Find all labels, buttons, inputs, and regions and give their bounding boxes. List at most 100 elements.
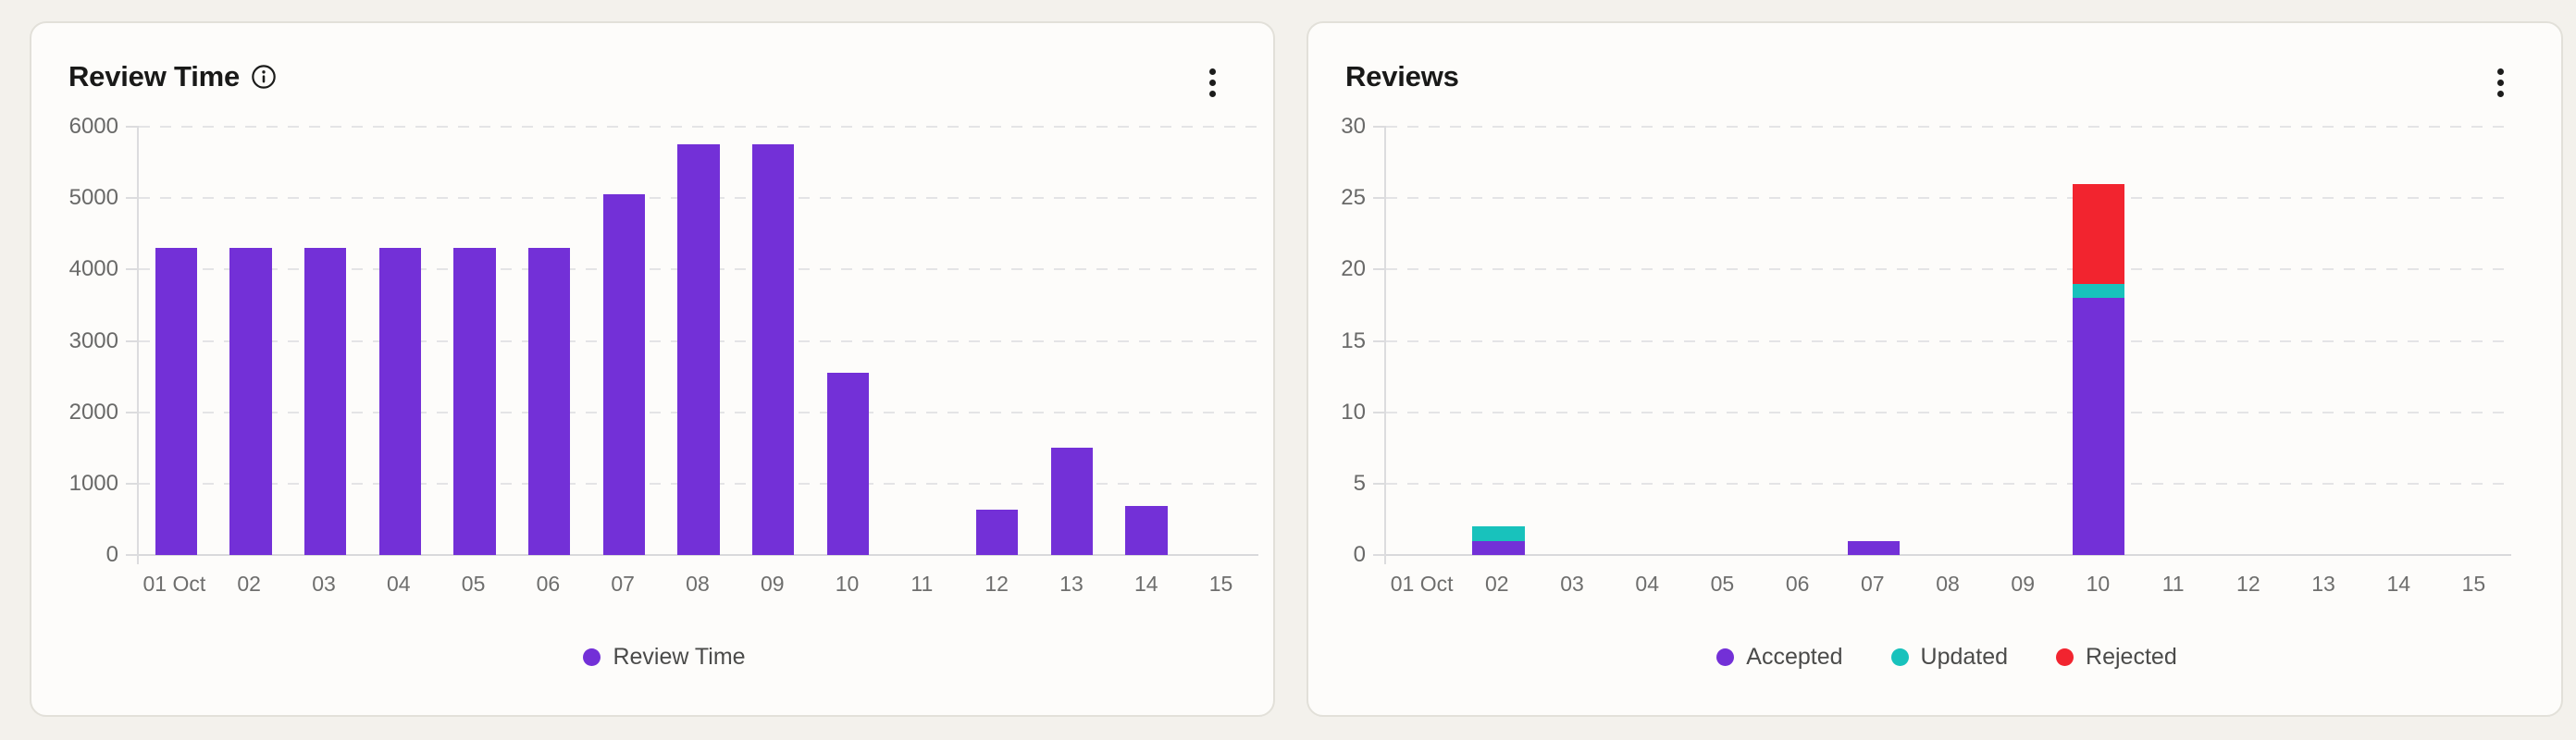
y-axis-label: 15: [1341, 327, 1366, 353]
y-axis-label: 30: [1341, 114, 1366, 139]
x-axis-label: 05: [461, 572, 486, 596]
bar-segment-review-time[interactable]: [976, 509, 1019, 555]
x-axis-label: 07: [1861, 572, 1885, 596]
kebab-dot: [2496, 68, 2504, 75]
bar-10: [2072, 127, 2125, 555]
info-circle-icon[interactable]: [251, 64, 277, 90]
bar-04: [1622, 127, 1675, 555]
bar-segment-review-time[interactable]: [378, 248, 421, 555]
y-axis-tick: [1373, 197, 1386, 200]
category-slot: [1183, 127, 1258, 555]
gridline: [139, 554, 1258, 556]
bar-segment-review-time[interactable]: [528, 248, 571, 555]
kebab-vertical-icon[interactable]: [1194, 64, 1231, 101]
x-axis-label: 04: [386, 572, 411, 596]
gridline: [1386, 554, 2511, 556]
kebab-vertical-icon[interactable]: [2482, 64, 2519, 101]
y-axis-tick: [1373, 126, 1386, 128]
category-slot: [1034, 127, 1109, 555]
bar-segment-updated[interactable]: [1472, 526, 1525, 541]
bar-08: [677, 127, 720, 555]
kebab-dot: [2496, 79, 2504, 86]
bars-layer: [139, 127, 1258, 555]
review-time-card: Review Time 0 1000 2000 3000 4000 5000 6000 01…: [30, 21, 1275, 717]
y-axis-label: 10: [1341, 399, 1366, 425]
x-axis-label: 09: [2011, 572, 2036, 596]
legend-item-review-time[interactable]: Review Time: [583, 644, 746, 671]
x-axis-label: 05: [1710, 572, 1735, 596]
y-axis-label: 20: [1341, 256, 1366, 282]
bar-07: [1847, 127, 1901, 555]
bar-06: [528, 127, 571, 555]
bar-segment-review-time[interactable]: [602, 194, 645, 555]
y-axis-label: 3000: [68, 327, 118, 353]
y-axis-label: 5: [1353, 470, 1366, 496]
bar-segment-review-time[interactable]: [677, 144, 720, 555]
card-title: Reviews: [1345, 60, 1459, 92]
legend-item-accepted[interactable]: Accepted: [1716, 644, 1843, 671]
bar-segment-review-time[interactable]: [304, 248, 347, 555]
kebab-dot: [1208, 68, 1216, 75]
x-axis-label: 11: [910, 572, 934, 596]
legend-dot-icon: [2056, 648, 2074, 666]
x-axis-label: 09: [760, 572, 785, 596]
bar-05: [453, 127, 496, 555]
bar-segment-rejected[interactable]: [2072, 183, 2125, 284]
x-axis-label: 08: [1936, 572, 1960, 596]
y-axis-label: 25: [1341, 185, 1366, 211]
bar-12: [2223, 127, 2275, 555]
category-slot: [662, 127, 737, 555]
x-axis-label: 14: [1133, 572, 1158, 596]
bar-segment-accepted[interactable]: [1847, 540, 1901, 555]
bar-04: [378, 127, 421, 555]
x-axis-label: 04: [1635, 572, 1659, 596]
x-axis-label: 13: [2311, 572, 2335, 596]
card-title: Review Time: [68, 60, 241, 92]
category-slot: [960, 127, 1034, 555]
bar-segment-review-time[interactable]: [1125, 505, 1168, 555]
bar-segment-review-time[interactable]: [453, 248, 496, 555]
bar-14: [1125, 127, 1168, 555]
legend-dot-icon: [583, 648, 601, 666]
bar-15: [2447, 127, 2500, 555]
bar-segment-review-time[interactable]: [229, 248, 272, 555]
bar-segment-review-time[interactable]: [155, 248, 197, 555]
bar-segment-accepted[interactable]: [2072, 298, 2125, 555]
x-axis-label: 08: [686, 572, 710, 596]
x-axis-label: 14: [2386, 572, 2411, 596]
category-slot: [1611, 127, 1686, 555]
gridline: [1386, 482, 2511, 485]
card-header: Reviews: [1345, 56, 2548, 97]
plot-area: 0 5 10 15 20 25 30: [1341, 114, 2511, 567]
y-axis-label: 5000: [68, 185, 118, 211]
category-slot: [1836, 127, 1911, 555]
bar-segment-updated[interactable]: [2072, 283, 2125, 299]
category-slot: [2361, 127, 2436, 555]
x-axis-label: 12: [985, 572, 1009, 596]
bar-segment-review-time[interactable]: [826, 373, 869, 555]
legend-label: Updated: [1920, 644, 2009, 670]
legend-item-rejected[interactable]: Rejected: [2056, 644, 2177, 671]
bar-13: [2297, 127, 2350, 555]
bar-06: [1772, 127, 1825, 555]
category-slot: [438, 127, 513, 555]
gridline: [1386, 339, 2511, 342]
x-axis-label: 01 Oct: [1390, 572, 1454, 596]
bar-segment-review-time[interactable]: [1050, 448, 1093, 555]
bar-09: [1998, 127, 2050, 555]
bar-segment-review-time[interactable]: [752, 144, 795, 555]
legend-label: Accepted: [1746, 644, 1843, 670]
bar-11: [901, 127, 943, 555]
category-slot: [1536, 127, 1611, 555]
reviews-card: Reviews 0 5 10 15 20 25 30 01 Oct 02 03 04 05 06 07 0…: [1307, 21, 2563, 717]
x-axis-label: 06: [536, 572, 561, 596]
x-axis-label: 03: [1560, 572, 1584, 596]
bar-segment-accepted[interactable]: [1472, 540, 1525, 555]
x-axis-label: 02: [1485, 572, 1509, 596]
x-axis-label: 03: [312, 572, 336, 596]
category-slot: [512, 127, 587, 555]
legend-item-updated[interactable]: Updated: [1890, 644, 2009, 671]
kebab-dot: [1208, 90, 1216, 97]
legend-label: Review Time: [613, 644, 746, 670]
